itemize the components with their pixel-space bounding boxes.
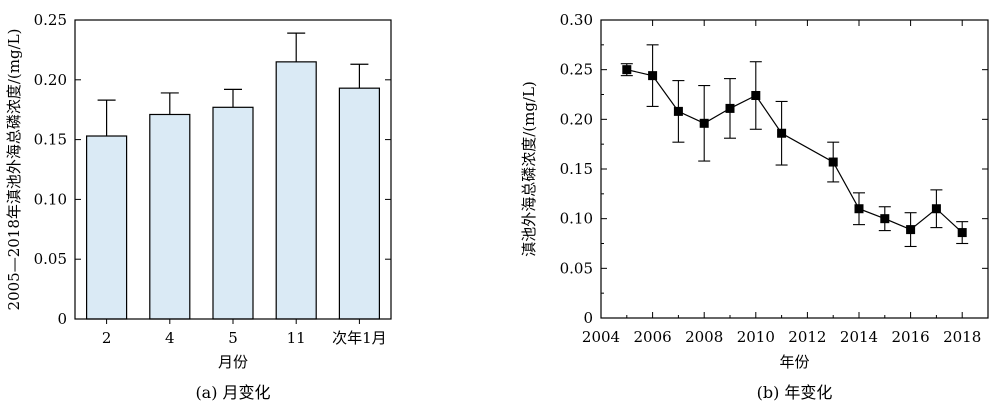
a-y-tick-label: 0.20 bbox=[34, 71, 67, 89]
b-data-point bbox=[673, 106, 683, 116]
a-y-axis-label: 2005—2018年滇池外海总磷浓度/(mg/L) bbox=[5, 29, 23, 311]
b-x-tick-label: 2006 bbox=[634, 328, 672, 346]
b-x-tick-label: 2008 bbox=[685, 328, 723, 346]
a-y-tick-label: 0 bbox=[57, 310, 67, 328]
a-y-tick-label: 0.05 bbox=[34, 250, 67, 268]
a-y-ticks: 0 0.05 0.10 0.15 0.20 0.25 bbox=[34, 11, 391, 328]
b-series-line bbox=[626, 69, 963, 234]
a-bar bbox=[85, 135, 128, 320]
b-caption: (b) 年变化 bbox=[757, 383, 833, 402]
a-bar bbox=[212, 106, 254, 320]
b-y-tick-label: 0 bbox=[583, 309, 593, 327]
b-y-tick-label: 0.15 bbox=[560, 160, 593, 178]
b-data-point bbox=[699, 118, 709, 128]
a-bar bbox=[149, 113, 191, 320]
a-bars bbox=[85, 32, 380, 320]
a-caption: (a) 月变化 bbox=[195, 383, 270, 402]
b-y-tick-label: 0.25 bbox=[560, 61, 593, 79]
a-x-tick-label: 4 bbox=[165, 329, 175, 347]
b-data-point bbox=[777, 128, 787, 138]
a-bar bbox=[338, 87, 380, 320]
a-x-axis-label: 月份 bbox=[218, 353, 248, 371]
b-x-tick-label: 2014 bbox=[840, 328, 878, 346]
b-x-axis-label: 年份 bbox=[779, 353, 809, 371]
panel-a: 0 0.05 0.10 0.15 0.20 0.25 2 4 5 11 次年1月 月份 2005—… bbox=[5, 11, 392, 402]
a-y-tick-label: 0.15 bbox=[34, 131, 67, 149]
b-data-point bbox=[828, 157, 838, 167]
b-x-tick-label: 2010 bbox=[737, 328, 775, 346]
b-plot-frame bbox=[600, 19, 989, 319]
a-bar bbox=[275, 61, 317, 320]
b-x-ticks: 2004 2006 2008 2010 2012 2014 2016 2018 bbox=[582, 20, 981, 346]
a-x-tick-label: 2 bbox=[102, 329, 112, 347]
b-data-point bbox=[648, 71, 658, 81]
b-data-point bbox=[725, 103, 735, 113]
b-y-tick-label: 0.05 bbox=[560, 259, 593, 277]
b-y-tick-label: 0.20 bbox=[560, 110, 593, 128]
b-series bbox=[620, 44, 969, 248]
b-x-tick-label: 2016 bbox=[892, 328, 930, 346]
b-data-point bbox=[957, 228, 967, 238]
a-y-tick-label: 0.10 bbox=[34, 190, 67, 208]
b-y-tick-label: 0.10 bbox=[560, 210, 593, 228]
b-y-ticks: 0 0.05 0.10 0.15 0.20 0.25 0.30 bbox=[560, 11, 988, 327]
a-x-tick-label: 次年1月 bbox=[332, 329, 387, 347]
b-data-point bbox=[622, 65, 632, 75]
a-x-tick-label: 5 bbox=[228, 329, 238, 347]
a-x-ticks: 2 4 5 11 次年1月 bbox=[102, 319, 387, 347]
a-y-tick-label: 0.25 bbox=[34, 11, 67, 29]
b-data-point bbox=[906, 225, 916, 235]
b-data-point bbox=[751, 90, 761, 100]
panel-b: 00.050.100.150.200.250.30 2004 2006 2008 20… bbox=[520, 11, 989, 402]
b-data-point bbox=[931, 204, 941, 214]
b-data-point bbox=[854, 204, 864, 214]
b-data-point bbox=[880, 214, 890, 224]
b-x-tick-label: 2004 bbox=[582, 328, 620, 346]
a-x-tick-label: 11 bbox=[287, 329, 306, 347]
b-y-tick-label: 0.30 bbox=[560, 11, 593, 29]
b-x-tick-label: 2018 bbox=[943, 328, 981, 346]
b-y-axis-label: 滇池外海总磷浓度/(mg/L) bbox=[520, 81, 538, 257]
b-x-tick-label: 2012 bbox=[788, 328, 826, 346]
